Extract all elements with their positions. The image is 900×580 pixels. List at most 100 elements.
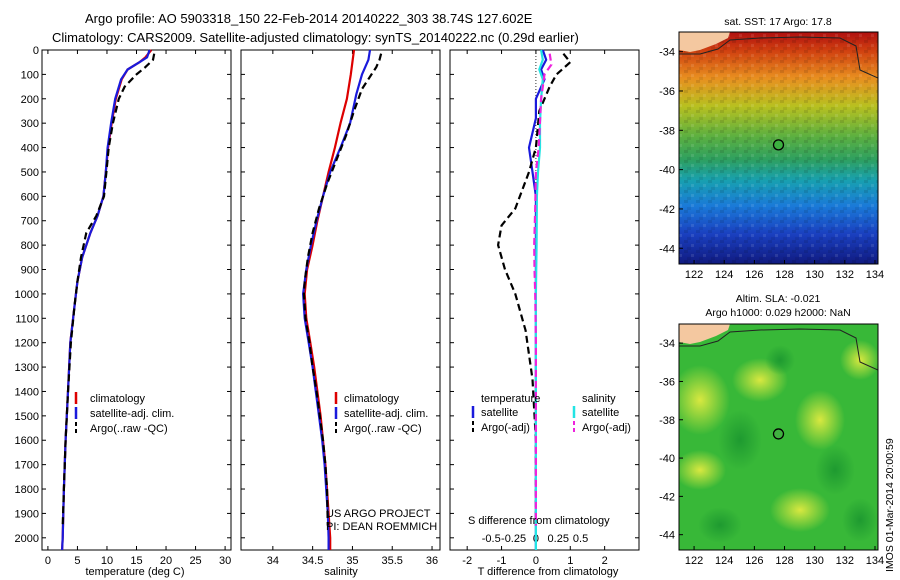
- x-tick-label: 2: [602, 555, 608, 567]
- sla-map-title-2: Argo h1000: 0.029 h2000: NaN: [705, 307, 850, 319]
- y-tick-label: 500: [21, 167, 39, 179]
- x-tick-label: -1: [497, 555, 507, 567]
- y-tick-label: 1900: [15, 508, 39, 520]
- legend-label: Argo(..raw -QC): [90, 423, 168, 435]
- series-line-blue: [302, 49, 372, 550]
- lon-tick-label: 126: [745, 555, 763, 567]
- land-mass: [679, 324, 730, 344]
- lon-tick-label: 130: [806, 269, 824, 281]
- lat-tick-label: -36: [659, 376, 675, 388]
- x-tick-label: 5: [74, 555, 80, 567]
- annotation-project: US ARGO PROJECT: [326, 508, 431, 520]
- lon-tick-label: 126: [745, 269, 763, 281]
- sla-map-title-1: Altim. SLA: -0.021: [736, 293, 821, 305]
- plot-frame: [41, 49, 232, 551]
- temperature-panel: 0 5 10 15 20 25 300100200300400500600700800900…: [15, 45, 232, 567]
- y-tick-label: 0: [33, 45, 39, 57]
- imos-credit: IMOS 01-Mar-2014 20:00:59: [884, 438, 896, 572]
- annotation-pi: PI: DEAN ROEMMICH: [326, 521, 437, 533]
- x-tick-label: 1: [567, 555, 573, 567]
- x-tick-label: 25: [189, 555, 201, 567]
- legend-label: Argo(-adj): [481, 422, 530, 434]
- argo-location-marker: [772, 428, 785, 440]
- lon-tick-label: 122: [685, 555, 703, 567]
- lat-tick-label: -38: [659, 125, 675, 137]
- x-tick-label: 35: [346, 555, 358, 567]
- x-tick-label: 0: [45, 555, 51, 567]
- plot-frame: [449, 49, 640, 551]
- legend-label: satellite: [481, 407, 518, 419]
- legend-title-temperature: temperature: [481, 393, 540, 405]
- lon-tick-label: 132: [836, 269, 854, 281]
- x-tick-label: 35.5: [382, 555, 403, 567]
- y-tick-label: 1700: [15, 460, 39, 472]
- sst-map-title: sat. SST: 17 Argo: 17.8: [724, 16, 832, 28]
- x-axis-label-salinity: salinity: [324, 566, 358, 578]
- difference-legend: temperature salinity satellite Argo(-adj…: [468, 393, 631, 527]
- y-tick-label: 1600: [15, 435, 39, 447]
- x-tick-label: 20: [160, 555, 172, 567]
- legend-label: satellite-adj. clim.: [90, 408, 174, 420]
- y-tick-label: 1100: [15, 313, 39, 325]
- lat-tick-label: -40: [659, 165, 675, 177]
- top-axis-label: S difference from climatology: [468, 515, 610, 527]
- lon-tick-label: 128: [775, 555, 793, 567]
- y-tick-label: 2000: [15, 533, 39, 545]
- legend-label: Argo(..raw -QC): [344, 423, 422, 435]
- lat-tick-label: -36: [659, 86, 675, 98]
- coastline-contour: [679, 328, 878, 371]
- header-line-1: Argo profile: AO 5903318_150 22-Feb-2014…: [85, 11, 533, 26]
- lat-tick-label: -42: [659, 204, 675, 216]
- x-axis-label-difference: T difference from climatology: [478, 566, 619, 578]
- legend-label: climatology: [344, 393, 400, 405]
- lat-tick-label: -40: [659, 453, 675, 465]
- series-line-black: [302, 53, 383, 526]
- y-tick-label: 700: [21, 216, 39, 228]
- y-tick-label: 400: [21, 143, 39, 155]
- lat-tick-label: -44: [659, 530, 675, 542]
- series-line-black: [61, 53, 156, 526]
- sla-map-frame: [678, 323, 879, 551]
- y-tick-label: 900: [21, 265, 39, 277]
- x-tick-label: 34: [267, 555, 279, 567]
- x-axis-label-temperature: temperature (deg C): [85, 566, 184, 578]
- x-tick-label: 36: [426, 555, 438, 567]
- argo-location-marker: [772, 139, 785, 151]
- legend-label: satellite-adj. clim.: [344, 408, 428, 420]
- lon-tick-label: 134: [866, 269, 884, 281]
- land-mass: [679, 32, 730, 52]
- top-x-tick-label: 0.5: [573, 533, 588, 545]
- lat-tick-label: -34: [659, 47, 675, 59]
- lon-tick-label: 124: [715, 269, 733, 281]
- y-tick-label: 300: [21, 118, 39, 130]
- lon-tick-label: 122: [685, 269, 703, 281]
- lat-tick-label: -42: [659, 491, 675, 503]
- y-tick-label: 200: [21, 94, 39, 106]
- sst-map-ticks: 122 124 126 128 130 132 134 -34 -36 -38 -40 -42 -44: [659, 47, 884, 281]
- legend-title-salinity: salinity: [582, 393, 616, 405]
- top-x-tick-label: -0.5: [482, 533, 501, 545]
- lon-tick-label: 128: [775, 269, 793, 281]
- lon-tick-label: 134: [866, 555, 884, 567]
- x-tick-label: 10: [101, 555, 113, 567]
- sla-map: Altim. SLA: -0.021 Argo h1000: 0.029 h20…: [659, 293, 884, 567]
- sst-map: sat. SST: 17 Argo: 17.8 122 124 126 128 130 1…: [659, 16, 884, 281]
- salinity-panel: 34 34.5 35 35.5 36: [240, 49, 441, 567]
- y-tick-label: 600: [21, 191, 39, 203]
- temperature-legend: climatology satellite-adj. clim. Argo(..…: [74, 392, 174, 435]
- sla-map-ticks: 122 124 126 128 130 132 134 -34 -36 -38 -40 -42 -44: [659, 338, 884, 567]
- x-tick-label: 34.5: [302, 555, 323, 567]
- series-line-red: [303, 49, 356, 550]
- y-tick-label: 1800: [15, 484, 39, 496]
- legend-label: Argo(-adj): [582, 422, 631, 434]
- sst-map-frame: [678, 31, 879, 265]
- legend-label: climatology: [90, 393, 146, 405]
- x-tick-label: 15: [130, 555, 142, 567]
- top-x-tick-label: 0.25: [548, 533, 569, 545]
- x-tick-label: -2: [462, 555, 472, 567]
- coastline-contour: [679, 36, 878, 79]
- plot-frame: [240, 49, 441, 551]
- y-tick-label: 1200: [15, 338, 39, 350]
